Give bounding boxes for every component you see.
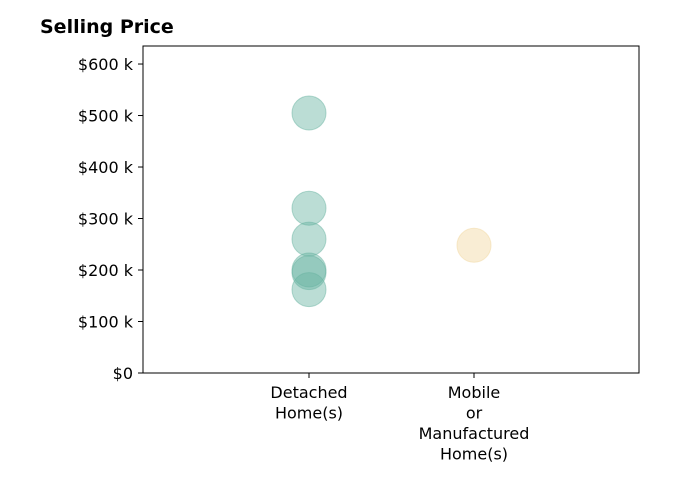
x-tick-label: or (466, 404, 483, 423)
y-tick-label: $100 k (78, 313, 134, 332)
chart-title: Selling Price (40, 16, 174, 38)
data-point (291, 221, 327, 257)
y-tick-label: $500 k (78, 107, 134, 126)
data-point (456, 227, 492, 263)
plot-frame (142, 45, 640, 374)
data-point (291, 190, 327, 226)
x-tick-label: Home(s) (440, 445, 508, 464)
y-tick-label: $300 k (78, 210, 134, 229)
data-point (291, 95, 327, 131)
x-tick-label: Detached (270, 383, 347, 402)
x-tick-label: Mobile (448, 383, 500, 402)
x-tick-label: Manufactured (419, 424, 530, 443)
y-tick-label: $0 (113, 364, 133, 383)
y-tick-label: $200 k (78, 261, 134, 280)
data-point (291, 272, 327, 308)
y-tick-label: $400 k (78, 158, 134, 177)
x-tick-label: Home(s) (275, 404, 343, 423)
y-tick-label: $600 k (78, 55, 134, 74)
